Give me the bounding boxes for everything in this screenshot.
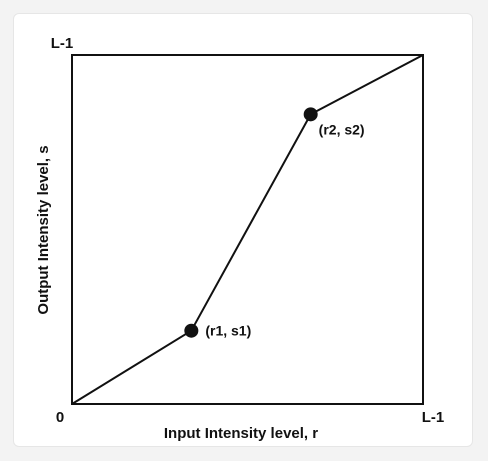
y-axis-title: Output Intensity level, s: [35, 145, 52, 314]
transformation-line: [71, 54, 424, 405]
point-r1-s1-label: (r1, s1): [205, 323, 251, 339]
point-r2-s2-marker: [303, 107, 318, 122]
x-axis-title: Input Intensity level, r: [164, 425, 318, 442]
point-r2-s2-label: (r2, s2): [319, 121, 365, 137]
y-max-label: L-1: [51, 35, 74, 52]
x-max-label: L-1: [422, 409, 445, 426]
point-r1-s1-marker: [184, 323, 199, 338]
diagram-card: [13, 13, 473, 447]
origin-label: 0: [56, 409, 64, 426]
plot-frame: [71, 54, 424, 405]
